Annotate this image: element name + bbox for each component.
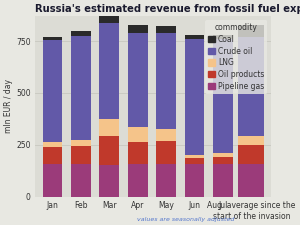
Bar <box>128 164 148 197</box>
Bar <box>99 11 119 22</box>
Bar <box>99 22 119 119</box>
Bar <box>156 33 176 129</box>
Bar <box>71 146 91 164</box>
Bar <box>184 155 205 158</box>
Bar <box>71 31 91 36</box>
Bar <box>184 164 205 197</box>
Bar <box>156 26 176 33</box>
Bar <box>128 25 148 33</box>
Bar <box>213 35 233 39</box>
Bar <box>184 158 205 164</box>
Bar <box>71 140 91 146</box>
Bar <box>156 141 176 164</box>
Bar <box>213 153 233 157</box>
Bar <box>71 164 91 197</box>
Bar <box>43 142 62 147</box>
Text: Russia's estimated revenue from fossil fuel exports: Russia's estimated revenue from fossil f… <box>35 4 300 14</box>
Bar <box>128 127 148 142</box>
Bar <box>99 137 119 166</box>
Bar <box>238 25 264 37</box>
Bar <box>99 166 119 197</box>
Bar <box>43 37 62 40</box>
Bar <box>238 37 264 137</box>
Bar <box>99 119 119 137</box>
Bar <box>71 36 91 140</box>
Bar <box>128 142 148 164</box>
Bar <box>184 35 205 39</box>
Bar <box>238 145 264 164</box>
Bar <box>43 40 62 142</box>
Bar <box>238 137 264 145</box>
Bar <box>213 164 233 197</box>
Text: values are seasonally adjusted: values are seasonally adjusted <box>136 216 234 221</box>
Bar <box>43 164 62 197</box>
Bar <box>184 39 205 155</box>
Y-axis label: mln EUR / day: mln EUR / day <box>4 79 13 133</box>
Bar <box>238 164 264 197</box>
Bar <box>156 129 176 141</box>
Bar <box>156 164 176 197</box>
Bar <box>213 157 233 164</box>
Legend: Coal, Crude oil, LNG, Oil products, Pipeline gas: Coal, Crude oil, LNG, Oil products, Pipe… <box>205 20 267 94</box>
Bar <box>128 33 148 127</box>
Bar <box>43 147 62 164</box>
Bar <box>213 39 233 153</box>
